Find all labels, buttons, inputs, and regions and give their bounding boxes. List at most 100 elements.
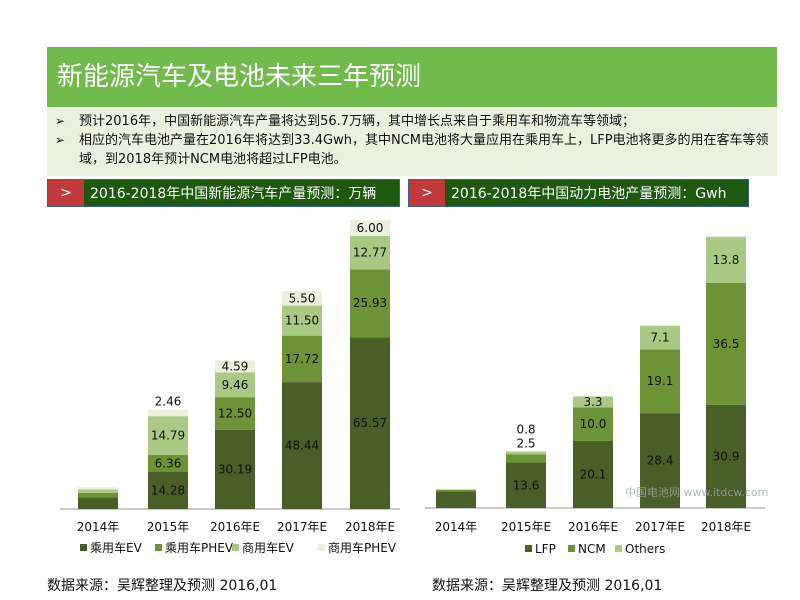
- bar-乘用车EV: [282, 382, 322, 509]
- bar-Others: [640, 325, 680, 350]
- x-tick-label: 2015年E: [501, 520, 551, 534]
- source-note: 数据来源：吴辉整理及预测 2016,01: [432, 578, 663, 594]
- x-tick-label: 2014年: [435, 520, 478, 534]
- bar-乘用车EV: [350, 337, 390, 509]
- summary-box: ➢ 预计2016年，中国新能源汽车产量将达到56.7万辆，其中增长点来自于乘用车和…: [47, 108, 777, 176]
- data-label: 9.46: [222, 378, 249, 392]
- bullet-text: 相应的汽车电池产量在2016年将达到33.4Gwh，其中NCM电池将大量应用在乘…: [79, 133, 769, 167]
- bar-Others: [706, 236, 746, 283]
- data-label: 7.1: [650, 330, 669, 344]
- data-label: 36.5: [713, 337, 740, 351]
- data-label: 12.77: [353, 246, 387, 260]
- data-label: 48.44: [285, 439, 319, 453]
- data-label: 14.28: [151, 483, 185, 497]
- legend-swatch: [232, 544, 239, 551]
- legend-swatch: [80, 544, 87, 551]
- bar-乘用车PHEV: [350, 269, 390, 338]
- chart-header-vehicles: > 2016-2018年中国新能源汽车产量预测：万辆: [47, 179, 400, 207]
- data-label: 4.59: [222, 359, 249, 373]
- x-tick-label: 2015年: [147, 520, 190, 534]
- data-label: 14.79: [151, 429, 185, 443]
- data-label: 2.46: [155, 395, 182, 409]
- bar-商用车EV: [282, 305, 322, 336]
- bar-LFP: [436, 491, 476, 508]
- data-label: 30.9: [713, 449, 740, 463]
- data-label: 13.8: [713, 253, 740, 267]
- data-label: 19.1: [647, 374, 674, 388]
- bar-NCM: [573, 407, 613, 441]
- bar-商用车PHEV: [148, 409, 188, 417]
- legend-label: 乘用车EV: [90, 540, 143, 555]
- arrow-right-icon: ➢: [55, 114, 66, 128]
- data-label: 30.19: [218, 462, 252, 476]
- watermark-logo: 中国电池网 www.itdcw.com: [625, 486, 769, 499]
- bar-乘用车EV: [78, 497, 118, 509]
- chevron-right-icon: >: [409, 180, 445, 206]
- data-label: 0.8: [516, 423, 535, 437]
- bar-Others: [573, 396, 613, 408]
- data-label: 3.3: [583, 395, 602, 409]
- legend-label: 商用车PHEV: [328, 540, 397, 555]
- x-tick-label: 2017年E: [277, 520, 327, 534]
- legend-label: 商用车EV: [242, 540, 295, 555]
- chevron-right-icon: >: [48, 180, 84, 206]
- data-label: 5.50: [289, 291, 316, 305]
- data-label: 25.93: [353, 296, 387, 310]
- legend-label: NCM: [578, 542, 606, 556]
- bar-LFP: [640, 413, 680, 508]
- bar-LFP: [573, 440, 613, 508]
- data-label: 17.72: [285, 352, 319, 366]
- bar-商用车EV: [148, 416, 188, 455]
- bar-乘用车PHEV: [148, 454, 188, 472]
- legend-swatch: [568, 545, 575, 552]
- bar-NCM: [640, 349, 680, 414]
- bar-商用车PHEV: [282, 291, 322, 306]
- bar-商用车EV: [215, 372, 255, 398]
- x-tick-label: 2016年E: [568, 520, 618, 534]
- data-label: 65.57: [353, 416, 387, 430]
- bar-乘用车EV: [215, 429, 255, 509]
- slide-title: 新能源汽车及电池未来三年预测: [47, 47, 777, 107]
- bar-乘用车EV: [148, 471, 188, 509]
- bar-商用车EV: [78, 489, 118, 493]
- bullet-item: ➢ 相应的汽车电池产量在2016年将达到33.4Gwh，其中NCM电池将大量应用在…: [55, 131, 777, 169]
- bar-商用车EV: [350, 235, 390, 270]
- bar-Others: [506, 451, 546, 455]
- x-tick-label: 2018年E: [701, 520, 751, 534]
- data-label: 11.50: [285, 314, 319, 328]
- legend-swatch: [155, 544, 162, 551]
- data-label: 12.50: [218, 407, 252, 421]
- x-tick-label: 2018年E: [345, 520, 395, 534]
- data-label: 10.0: [580, 417, 607, 431]
- bar-Others: [436, 489, 476, 490]
- bar-乘用车PHEV: [78, 492, 118, 498]
- chart-header-batteries: > 2016-2018年中国动力电池产量预测：Gwh: [408, 179, 749, 207]
- bar-NCM: [436, 489, 476, 492]
- bar-乘用车PHEV: [215, 397, 255, 430]
- x-tick-label: 2014年: [77, 520, 120, 534]
- x-tick-label: 2016年E: [210, 520, 260, 534]
- legend-swatch: [318, 544, 325, 551]
- arrow-right-icon: ➢: [55, 133, 66, 147]
- legend-swatch: [615, 545, 622, 552]
- data-label: 6.36: [155, 456, 182, 470]
- legend-label: 乘用车PHEV: [165, 540, 234, 555]
- bar-商用车PHEV: [350, 220, 390, 236]
- bar-NCM: [506, 454, 546, 463]
- data-label: 6.00: [357, 221, 384, 235]
- bar-商用车PHEV: [215, 360, 255, 373]
- data-label: 20.1: [580, 467, 607, 481]
- source-note: 数据来源：吴辉整理及预测 2016,01: [47, 578, 278, 594]
- bar-乘用车PHEV: [282, 335, 322, 383]
- bar-LFP: [706, 404, 746, 508]
- chart-title: 2016-2018年中国动力电池产量预测：Gwh: [451, 186, 727, 202]
- x-tick-label: 2017年E: [635, 520, 685, 534]
- bar-商用车PHEV: [78, 486, 118, 490]
- data-label: 2.5: [516, 437, 535, 451]
- legend-label: Others: [625, 542, 665, 556]
- chart-title: 2016-2018年中国新能源汽车产量预测：万辆: [90, 186, 377, 202]
- bullet-item: ➢ 预计2016年，中国新能源汽车产量将达到56.7万辆，其中增长点来自于乘用车和…: [55, 112, 777, 131]
- bar-NCM: [706, 282, 746, 405]
